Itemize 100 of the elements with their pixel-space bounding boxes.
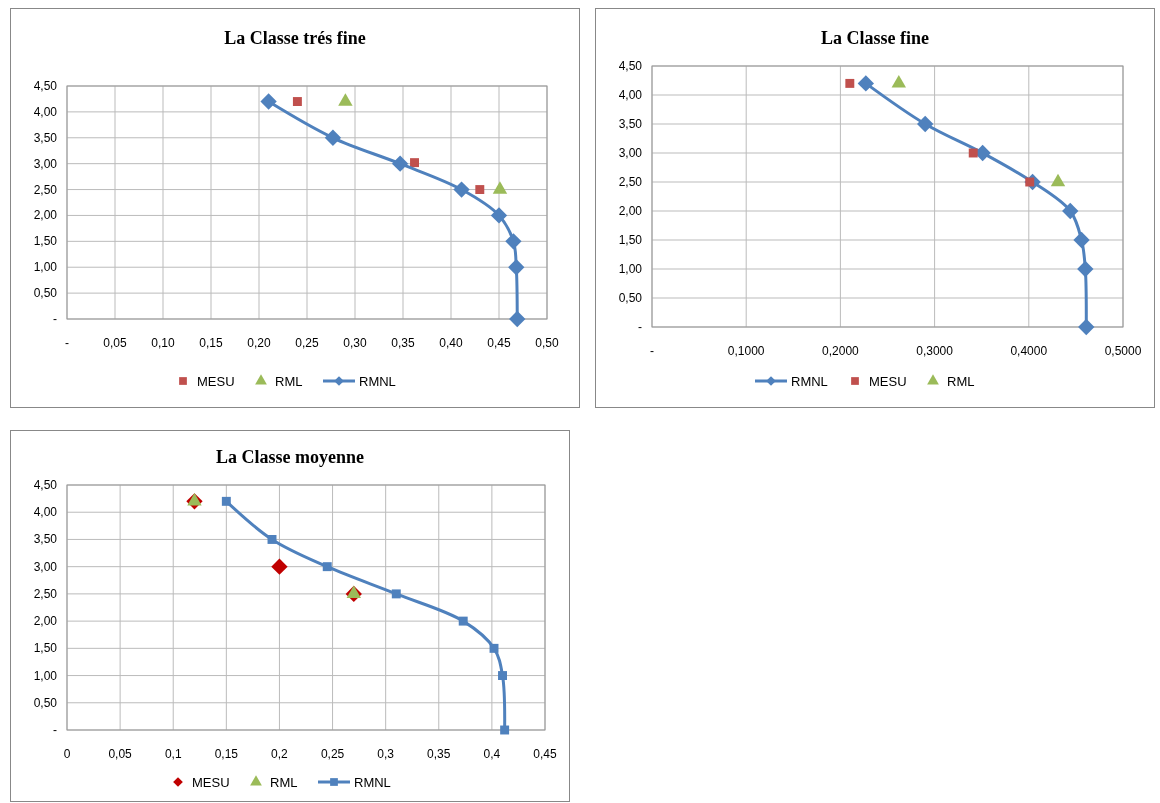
point xyxy=(500,725,510,735)
point xyxy=(1073,231,1090,249)
x-tick-label: - xyxy=(65,336,69,350)
y-tick-label: 1,50 xyxy=(33,641,58,656)
x-tick-label: 0,4000 xyxy=(1010,344,1048,358)
point xyxy=(489,643,499,653)
x-tick-label: 0,30 xyxy=(343,336,367,350)
x-tick-label: 0,05 xyxy=(103,336,127,350)
point xyxy=(968,148,978,158)
y-tick-label: 2,50 xyxy=(618,175,643,189)
x-tick-label: 0,25 xyxy=(320,747,345,761)
x-tick-label: 0,1000 xyxy=(727,344,765,358)
y-tick-label: 3,50 xyxy=(33,130,58,145)
chart-title: La Classe fine xyxy=(821,28,930,48)
x-tick-label: 0,4 xyxy=(483,747,501,761)
point xyxy=(338,93,353,106)
point xyxy=(267,534,277,544)
y-tick-label: 3,00 xyxy=(33,559,58,574)
x-tick-label: 0,2000 xyxy=(822,344,860,358)
point xyxy=(391,155,409,172)
x-tick-label: 0,5000 xyxy=(1104,344,1142,358)
y-tick-label: 4,00 xyxy=(618,88,643,102)
y-tick-label: - xyxy=(638,320,642,334)
y-tick-label: 0,50 xyxy=(33,695,58,710)
y-tick-label: 4,50 xyxy=(618,59,643,73)
point xyxy=(221,496,231,506)
point xyxy=(322,562,332,572)
point xyxy=(260,93,277,110)
y-tick-label: 1,50 xyxy=(618,233,643,247)
y-tick-label: 1,00 xyxy=(33,668,58,683)
x-tick-label: 0,35 xyxy=(427,747,451,761)
y-tick-label: 4,50 xyxy=(33,79,58,93)
x-tick-label: 0,3000 xyxy=(916,344,954,358)
chart-title: La Classe moyenne xyxy=(216,447,365,467)
point xyxy=(857,75,874,92)
y-tick-label: 4,50 xyxy=(33,478,58,492)
x-tick-label: 0,45 xyxy=(487,336,511,350)
x-tick-label: 0,35 xyxy=(391,336,415,350)
y-tick-label: 2,00 xyxy=(33,614,58,629)
y-tick-label: 3,00 xyxy=(618,146,643,160)
x-tick-label: 0,15 xyxy=(214,747,239,761)
legend-label: RML xyxy=(270,775,298,790)
x-tick-label: 0,10 xyxy=(151,336,175,350)
y-tick-label: 1,00 xyxy=(618,262,643,276)
y-tick-label: 2,50 xyxy=(33,182,58,197)
legend-label: MESU xyxy=(869,374,907,389)
point xyxy=(292,97,302,107)
point xyxy=(271,558,288,575)
x-tick-label: 0,45 xyxy=(533,747,557,761)
legend-label: RML xyxy=(947,374,975,389)
point xyxy=(410,158,419,168)
y-tick-label: 0,50 xyxy=(618,291,643,305)
point xyxy=(490,207,508,224)
y-tick-label: - xyxy=(53,312,57,326)
point xyxy=(1050,173,1066,187)
point xyxy=(391,589,401,599)
x-tick-label: 0,25 xyxy=(295,336,319,350)
point xyxy=(509,310,526,328)
point xyxy=(505,233,522,250)
x-tick-label: 0,3 xyxy=(377,747,395,761)
x-tick-label: 0,20 xyxy=(247,336,271,350)
x-tick-label: 0,05 xyxy=(108,747,133,761)
y-tick-label: 3,00 xyxy=(33,156,58,171)
x-tick-label: 0,1 xyxy=(164,747,182,761)
legend-label: MESU xyxy=(197,374,235,389)
point xyxy=(324,129,342,146)
point xyxy=(475,185,485,195)
y-tick-label: 2,00 xyxy=(33,208,58,223)
legend-label: RMNL xyxy=(354,775,391,790)
y-tick-label: 4,00 xyxy=(33,505,58,520)
point xyxy=(917,115,934,133)
legend-label: RML xyxy=(275,374,303,389)
point xyxy=(1077,260,1094,278)
point xyxy=(346,585,362,599)
point xyxy=(1062,202,1079,220)
chart-title: La Classe trés fine xyxy=(224,28,366,48)
y-tick-label: 1,50 xyxy=(33,234,58,249)
x-tick-label: - xyxy=(650,344,654,358)
point xyxy=(891,75,907,88)
point xyxy=(453,181,470,198)
legend-label: RMNL xyxy=(791,374,828,389)
legend-label: RMNL xyxy=(359,374,396,389)
y-tick-label: 2,00 xyxy=(618,204,643,218)
y-tick-label: 2,50 xyxy=(33,586,58,601)
y-tick-label: 3,50 xyxy=(618,117,643,131)
x-tick-label: 0 xyxy=(63,747,71,761)
y-tick-label: 0,50 xyxy=(33,286,58,301)
point xyxy=(498,671,507,681)
x-tick-label: 0,50 xyxy=(535,336,559,350)
point xyxy=(1078,318,1095,336)
point xyxy=(458,616,468,626)
point xyxy=(187,493,202,506)
y-tick-label: 4,00 xyxy=(33,104,58,119)
x-tick-label: 0,15 xyxy=(199,336,223,350)
legend-label: MESU xyxy=(192,775,230,790)
x-tick-label: 0,40 xyxy=(439,336,463,350)
y-tick-label: 3,50 xyxy=(33,532,58,547)
point xyxy=(508,259,525,276)
point xyxy=(845,78,855,88)
y-tick-label: 1,00 xyxy=(33,260,58,275)
